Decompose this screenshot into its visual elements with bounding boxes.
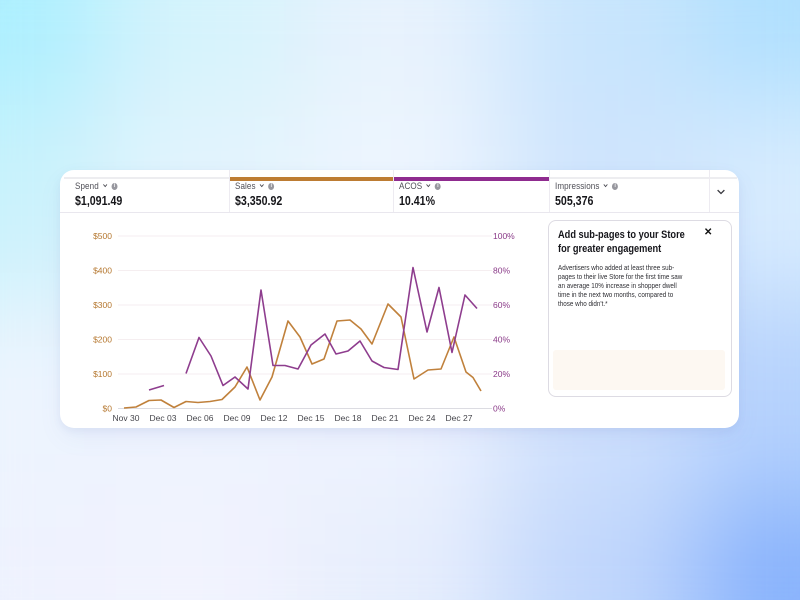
svg-text:$100: $100 (93, 369, 112, 379)
svg-text:$200: $200 (93, 335, 112, 345)
svg-text:$300: $300 (93, 300, 112, 310)
svg-text:Dec 27: Dec 27 (446, 413, 473, 423)
svg-text:Dec 09: Dec 09 (224, 413, 251, 423)
svg-text:80%: 80% (493, 266, 510, 276)
svg-text:$500: $500 (93, 231, 112, 241)
svg-text:$400: $400 (93, 266, 112, 276)
svg-text:20%: 20% (493, 369, 510, 379)
svg-text:40%: 40% (493, 335, 510, 345)
svg-text:$0: $0 (103, 404, 113, 414)
svg-text:Dec 15: Dec 15 (298, 413, 325, 423)
svg-text:0%: 0% (493, 404, 506, 414)
svg-text:Dec 21: Dec 21 (372, 413, 399, 423)
svg-text:Dec 03: Dec 03 (150, 413, 177, 423)
svg-text:60%: 60% (493, 300, 510, 310)
svg-text:100%: 100% (493, 231, 515, 241)
svg-text:Dec 18: Dec 18 (335, 413, 362, 423)
svg-text:Dec 12: Dec 12 (261, 413, 288, 423)
svg-text:Dec 06: Dec 06 (187, 413, 214, 423)
svg-text:Nov 30: Nov 30 (113, 413, 140, 423)
svg-text:Dec 24: Dec 24 (409, 413, 436, 423)
